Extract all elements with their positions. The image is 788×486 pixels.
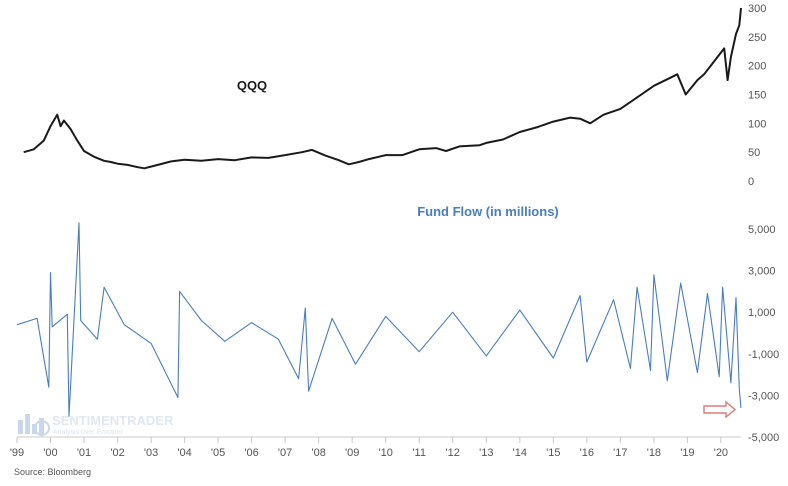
x-tick-label: '18 [647,447,661,459]
fund-flow-panel: Fund Flow (in millions) -5,000 -3,000 -1,0… [16,204,779,444]
x-tick-label: '11 [412,447,426,459]
fund-flow-series-line [16,222,742,417]
fund-flow-y-tick-label: 1,000 [748,307,776,319]
qqq-y-tick-label: 300 [748,3,766,15]
fund-flow-y-axis-ticks: -5,000 -3,000 -1,000 1,000 3,000 5,000 [748,224,779,444]
x-tick-label: '15 [546,447,560,459]
x-tick-label: '01 [77,447,91,459]
x-axis-ticks: '99 '00 '01 '02 '03 '04 '05 '06 '07 '08 '09 '10 '11 '… [10,437,728,459]
qqq-y-tick-label: 100 [748,118,766,130]
x-tick-label: '16 [580,447,594,459]
sentimentrader-watermark: SENTIMENTRADER Analysis over Emotion [18,413,174,436]
source-credit: Source: Bloomberg [14,467,91,477]
qqq-panel-title: QQQ [237,78,267,93]
qqq-y-tick-label: 50 [748,147,760,159]
fund-flow-panel-title: Fund Flow (in millions) [417,204,559,219]
qqq-y-tick-label: 200 [748,61,766,73]
fund-flow-y-tick-label: -1,000 [748,349,779,361]
x-tick-label: '02 [110,447,124,459]
x-tick-label: '99 [10,447,24,459]
qqq-price-panel: QQQ 0 50 100 150 200 250 300 [23,3,766,188]
x-tick-label: '04 [177,447,191,459]
qqq-price-series-line [23,7,742,170]
arrow-right-outline-icon [703,400,737,419]
x-tick-label: '20 [714,447,728,459]
fund-flow-y-tick-label: 5,000 [748,224,776,236]
x-tick-label: '09 [345,447,359,459]
x-tick-label: '12 [446,447,460,459]
x-tick-label: '03 [144,447,158,459]
fund-flow-y-tick-label: 3,000 [748,266,776,278]
x-tick-label: '13 [479,447,493,459]
x-tick-label: '07 [278,447,292,459]
watermark-brand: SENTIMENTRADER [52,413,174,428]
qqq-y-tick-label: 150 [748,90,766,102]
x-tick-label: '00 [43,447,57,459]
x-tick-label: '10 [379,447,393,459]
qqq-y-tick-label: 250 [748,32,766,44]
bar-chart-logo-icon [18,414,50,436]
x-tick-label: '14 [513,447,527,459]
qqq-y-tick-label: 0 [748,176,754,188]
x-tick-label: '17 [613,447,627,459]
x-tick-label: '05 [211,447,225,459]
x-tick-label: '08 [312,447,326,459]
latest-outflow-annotation [703,400,737,419]
x-axis: '99 '00 '01 '02 '03 '04 '05 '06 '07 '08 '09 '10 '11 '… [10,436,741,459]
x-tick-label: '19 [680,447,694,459]
fund-flow-y-tick-label: -3,000 [748,390,779,402]
qqq-y-axis-ticks: 0 50 100 150 200 250 300 [748,3,766,188]
watermark-tagline: Analysis over Emotion [53,429,122,436]
fund-flow-y-tick-label: -5,000 [748,432,779,444]
x-tick-label: '06 [244,447,258,459]
